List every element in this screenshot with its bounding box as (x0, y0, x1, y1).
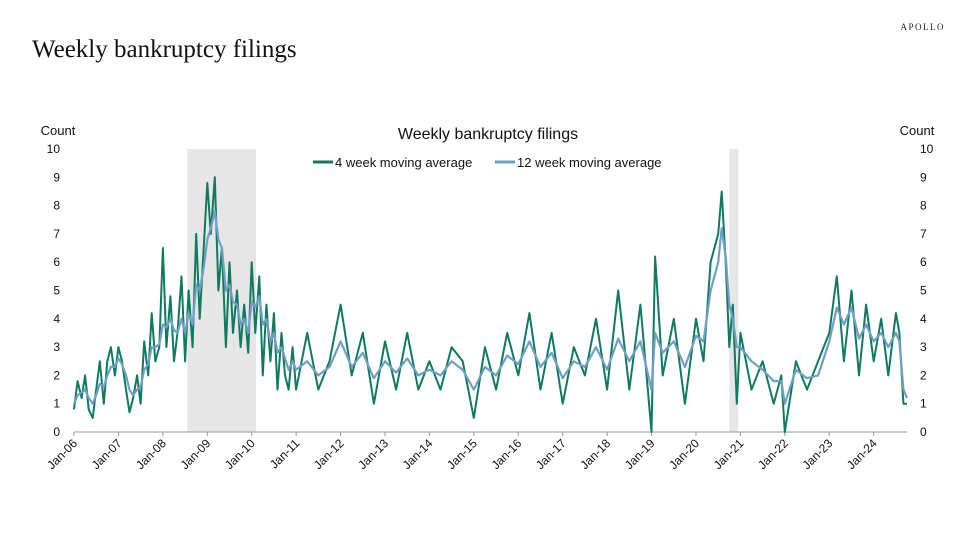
brand-logo: APOLLO (900, 22, 945, 32)
x-tick-label: Jan-12 (311, 436, 347, 472)
recession-band-2 (729, 149, 739, 432)
y-tick-right-label: 10 (920, 142, 934, 156)
y-tick-right-label: 8 (920, 199, 927, 213)
recession-shading (187, 149, 739, 432)
x-tick-label: Jan-07 (89, 436, 125, 472)
y-tick-right-label: 9 (920, 170, 927, 184)
x-tick-label: Jan-08 (133, 436, 169, 472)
y-tick-left-label: 7 (53, 227, 60, 241)
legend-label-4-week: 4 week moving average (335, 155, 472, 170)
series-12-week-line (72, 210, 909, 405)
x-tick-label: Jan-20 (666, 436, 702, 472)
x-tick-label: Jan-15 (444, 436, 480, 472)
y-tick-left-label: 4 (53, 312, 60, 326)
x-axis-ticks: Jan-06 Jan-07 Jan-08 Jan-09 Jan-10 Jan-11 Jan-… (44, 432, 880, 472)
y-tick-left-label: 1 (53, 397, 60, 411)
x-tick-label: Jan-06 (44, 436, 80, 472)
x-tick-label: Jan-23 (800, 436, 836, 472)
y-tick-left-label: 5 (53, 284, 60, 298)
y-axis-left-title: Count (41, 123, 76, 138)
y-tick-right-label: 7 (920, 227, 927, 241)
x-tick-label: Jan-24 (844, 436, 880, 472)
y-tick-left-label: 3 (53, 340, 60, 354)
series-4-week-line (73, 176, 907, 433)
x-tick-label: Jan-10 (222, 436, 258, 472)
y-tick-left-label: 6 (53, 255, 60, 269)
y-tick-left-label: 2 (53, 368, 60, 382)
x-tick-label: Jan-21 (711, 436, 747, 472)
x-tick-label: Jan-22 (755, 436, 791, 472)
y-tick-right-label: 3 (920, 340, 927, 354)
y-axis-right-title: Count (900, 123, 935, 138)
page-title: Weekly bankruptcy filings (32, 36, 297, 63)
x-tick-label: Jan-13 (355, 436, 391, 472)
y-tick-left-label: 10 (47, 142, 61, 156)
x-tick-label: Jan-14 (400, 436, 436, 472)
x-tick-label: Jan-16 (489, 436, 525, 472)
y-tick-right-label: 6 (920, 255, 927, 269)
y-tick-left-label: 9 (53, 170, 60, 184)
y-tick-right-label: 0 (920, 425, 927, 439)
y-tick-right-label: 4 (920, 312, 927, 326)
legend: 4 week moving average 12 week moving ave… (313, 155, 662, 170)
x-tick-label: Jan-19 (622, 436, 658, 472)
chart-title: Weekly bankruptcy filings (398, 126, 578, 143)
y-tick-left-label: 0 (53, 425, 60, 439)
y-tick-right-label: 5 (920, 284, 927, 298)
y-tick-left-label: 8 (53, 199, 60, 213)
y-tick-right-label: 2 (920, 368, 927, 382)
x-tick-label: Jan-11 (267, 436, 302, 471)
y-axis-ticks: 0 0 1 1 2 2 3 3 4 4 5 5 6 6 7 7 8 8 9 9 10 10 (47, 142, 934, 439)
y-tick-right-label: 1 (920, 397, 927, 411)
x-tick-label: Jan-18 (577, 436, 613, 472)
x-tick-label: Jan-09 (178, 436, 214, 472)
x-tick-label: Jan-17 (533, 436, 569, 472)
legend-label-12-week: 12 week moving average (517, 155, 662, 170)
